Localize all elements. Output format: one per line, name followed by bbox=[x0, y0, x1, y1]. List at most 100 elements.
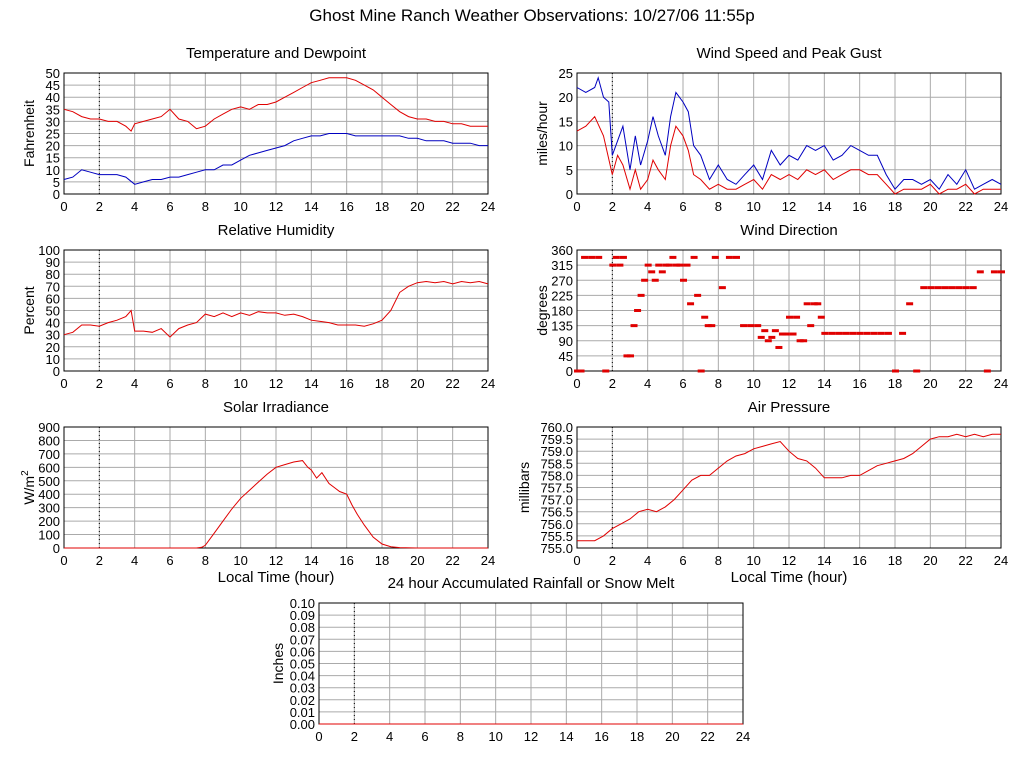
x-tick-label: 4 bbox=[644, 199, 651, 214]
y-tick-label: 756.5 bbox=[540, 505, 573, 520]
data-point bbox=[658, 270, 666, 274]
data-point bbox=[669, 255, 677, 259]
y-tick-label: 5 bbox=[566, 163, 573, 178]
data-point bbox=[701, 315, 709, 319]
x-tick-label: 16 bbox=[852, 199, 866, 214]
plot-frame bbox=[63, 249, 489, 372]
y-tick-label: 756.0 bbox=[540, 517, 573, 532]
y-tick-label: 758.5 bbox=[540, 456, 573, 471]
x-tick-label: 14 bbox=[304, 376, 318, 391]
data-point bbox=[842, 331, 850, 335]
x-tick-label: 8 bbox=[202, 376, 209, 391]
y-tick-label: 80 bbox=[46, 267, 60, 282]
x-tick-label: 6 bbox=[421, 729, 428, 744]
y-tick-label: 500 bbox=[38, 474, 60, 489]
x-tick-label: 4 bbox=[644, 376, 651, 391]
y-axis-label: millibars bbox=[516, 462, 532, 513]
y-tick-label: 15 bbox=[559, 114, 573, 129]
series-line-1 bbox=[576, 115, 1001, 195]
data-point bbox=[747, 324, 755, 328]
plot-frame bbox=[63, 426, 489, 549]
data-point bbox=[687, 302, 695, 306]
x-tick-label: 22 bbox=[958, 199, 972, 214]
data-point bbox=[641, 278, 649, 282]
data-point bbox=[718, 286, 726, 290]
x-tick-label: 12 bbox=[269, 199, 283, 214]
x-tick-label: 24 bbox=[481, 376, 495, 391]
x-tick-label: 0 bbox=[573, 376, 580, 391]
y-tick-label: 0.05 bbox=[290, 657, 315, 672]
data-point bbox=[651, 278, 659, 282]
x-tick-label: 8 bbox=[202, 553, 209, 568]
y-axis-label: Inches bbox=[270, 643, 286, 684]
y-tick-label: 0.00 bbox=[290, 717, 315, 732]
x-tick-label: 10 bbox=[746, 376, 760, 391]
x-tick-label: 14 bbox=[817, 553, 831, 568]
data-point bbox=[588, 255, 596, 259]
x-tick-label: 14 bbox=[304, 199, 318, 214]
y-tick-label: 135 bbox=[551, 319, 573, 334]
x-tick-label: 24 bbox=[994, 553, 1008, 568]
x-tick-label: 22 bbox=[445, 376, 459, 391]
data-point bbox=[574, 369, 581, 373]
x-axis-label: Local Time (hour) bbox=[731, 569, 848, 586]
x-tick-label: 12 bbox=[782, 553, 796, 568]
data-point bbox=[870, 331, 878, 335]
y-tick-label: 50 bbox=[46, 66, 60, 81]
page-title: Ghost Mine Ranch Weather Observations: 1… bbox=[309, 6, 755, 25]
x-tick-label: 20 bbox=[923, 199, 937, 214]
x-tick-label: 4 bbox=[131, 376, 138, 391]
x-tick-label: 24 bbox=[736, 729, 750, 744]
y-tick-label: 0.09 bbox=[290, 608, 315, 623]
data-point bbox=[676, 263, 684, 267]
x-tick-label: 6 bbox=[166, 199, 173, 214]
data-point bbox=[789, 332, 797, 336]
y-axis-label: miles/hour bbox=[534, 101, 550, 166]
data-point bbox=[948, 286, 956, 290]
y-tick-label: 900 bbox=[38, 420, 60, 435]
data-point bbox=[623, 354, 631, 358]
x-tick-label: 16 bbox=[339, 376, 353, 391]
x-tick-label: 10 bbox=[746, 199, 760, 214]
y-tick-label: 0.07 bbox=[290, 632, 315, 647]
x-tick-label: 22 bbox=[445, 553, 459, 568]
data-point bbox=[955, 286, 963, 290]
data-point bbox=[708, 324, 716, 328]
data-point bbox=[941, 286, 949, 290]
data-point bbox=[634, 309, 642, 312]
chart-title: Air Pressure bbox=[748, 399, 831, 416]
y-tick-label: 315 bbox=[551, 258, 573, 273]
y-tick-label: 0.02 bbox=[290, 693, 315, 708]
series-line-0 bbox=[63, 280, 489, 338]
x-tick-label: 18 bbox=[888, 553, 902, 568]
x-tick-label: 2 bbox=[609, 199, 616, 214]
plot-frame bbox=[576, 426, 1002, 549]
x-tick-label: 16 bbox=[339, 199, 353, 214]
x-tick-label: 4 bbox=[131, 199, 138, 214]
x-tick-label: 2 bbox=[609, 553, 616, 568]
y-tick-label: 759.5 bbox=[540, 432, 573, 447]
x-tick-label: 18 bbox=[375, 553, 389, 568]
x-tick-label: 4 bbox=[386, 729, 393, 744]
y-axis-label: degrees bbox=[534, 285, 550, 336]
data-point bbox=[612, 255, 620, 259]
series-line-0 bbox=[64, 460, 488, 549]
data-point bbox=[637, 293, 645, 297]
x-tick-label: 8 bbox=[457, 729, 464, 744]
x-tick-label: 14 bbox=[817, 376, 831, 391]
series-line-0 bbox=[577, 433, 1001, 542]
x-tick-label: 0 bbox=[573, 199, 580, 214]
data-point bbox=[920, 286, 928, 290]
data-point bbox=[644, 263, 652, 267]
x-tick-label: 10 bbox=[233, 199, 247, 214]
data-point bbox=[793, 315, 801, 319]
y-tick-label: 757.5 bbox=[540, 481, 573, 496]
data-point bbox=[856, 331, 864, 335]
y-tick-label: 100 bbox=[38, 528, 60, 543]
data-point bbox=[609, 263, 617, 267]
y-tick-label: 360 bbox=[551, 243, 573, 258]
data-point bbox=[595, 255, 603, 259]
x-tick-label: 0 bbox=[315, 729, 322, 744]
data-point bbox=[998, 270, 1005, 274]
